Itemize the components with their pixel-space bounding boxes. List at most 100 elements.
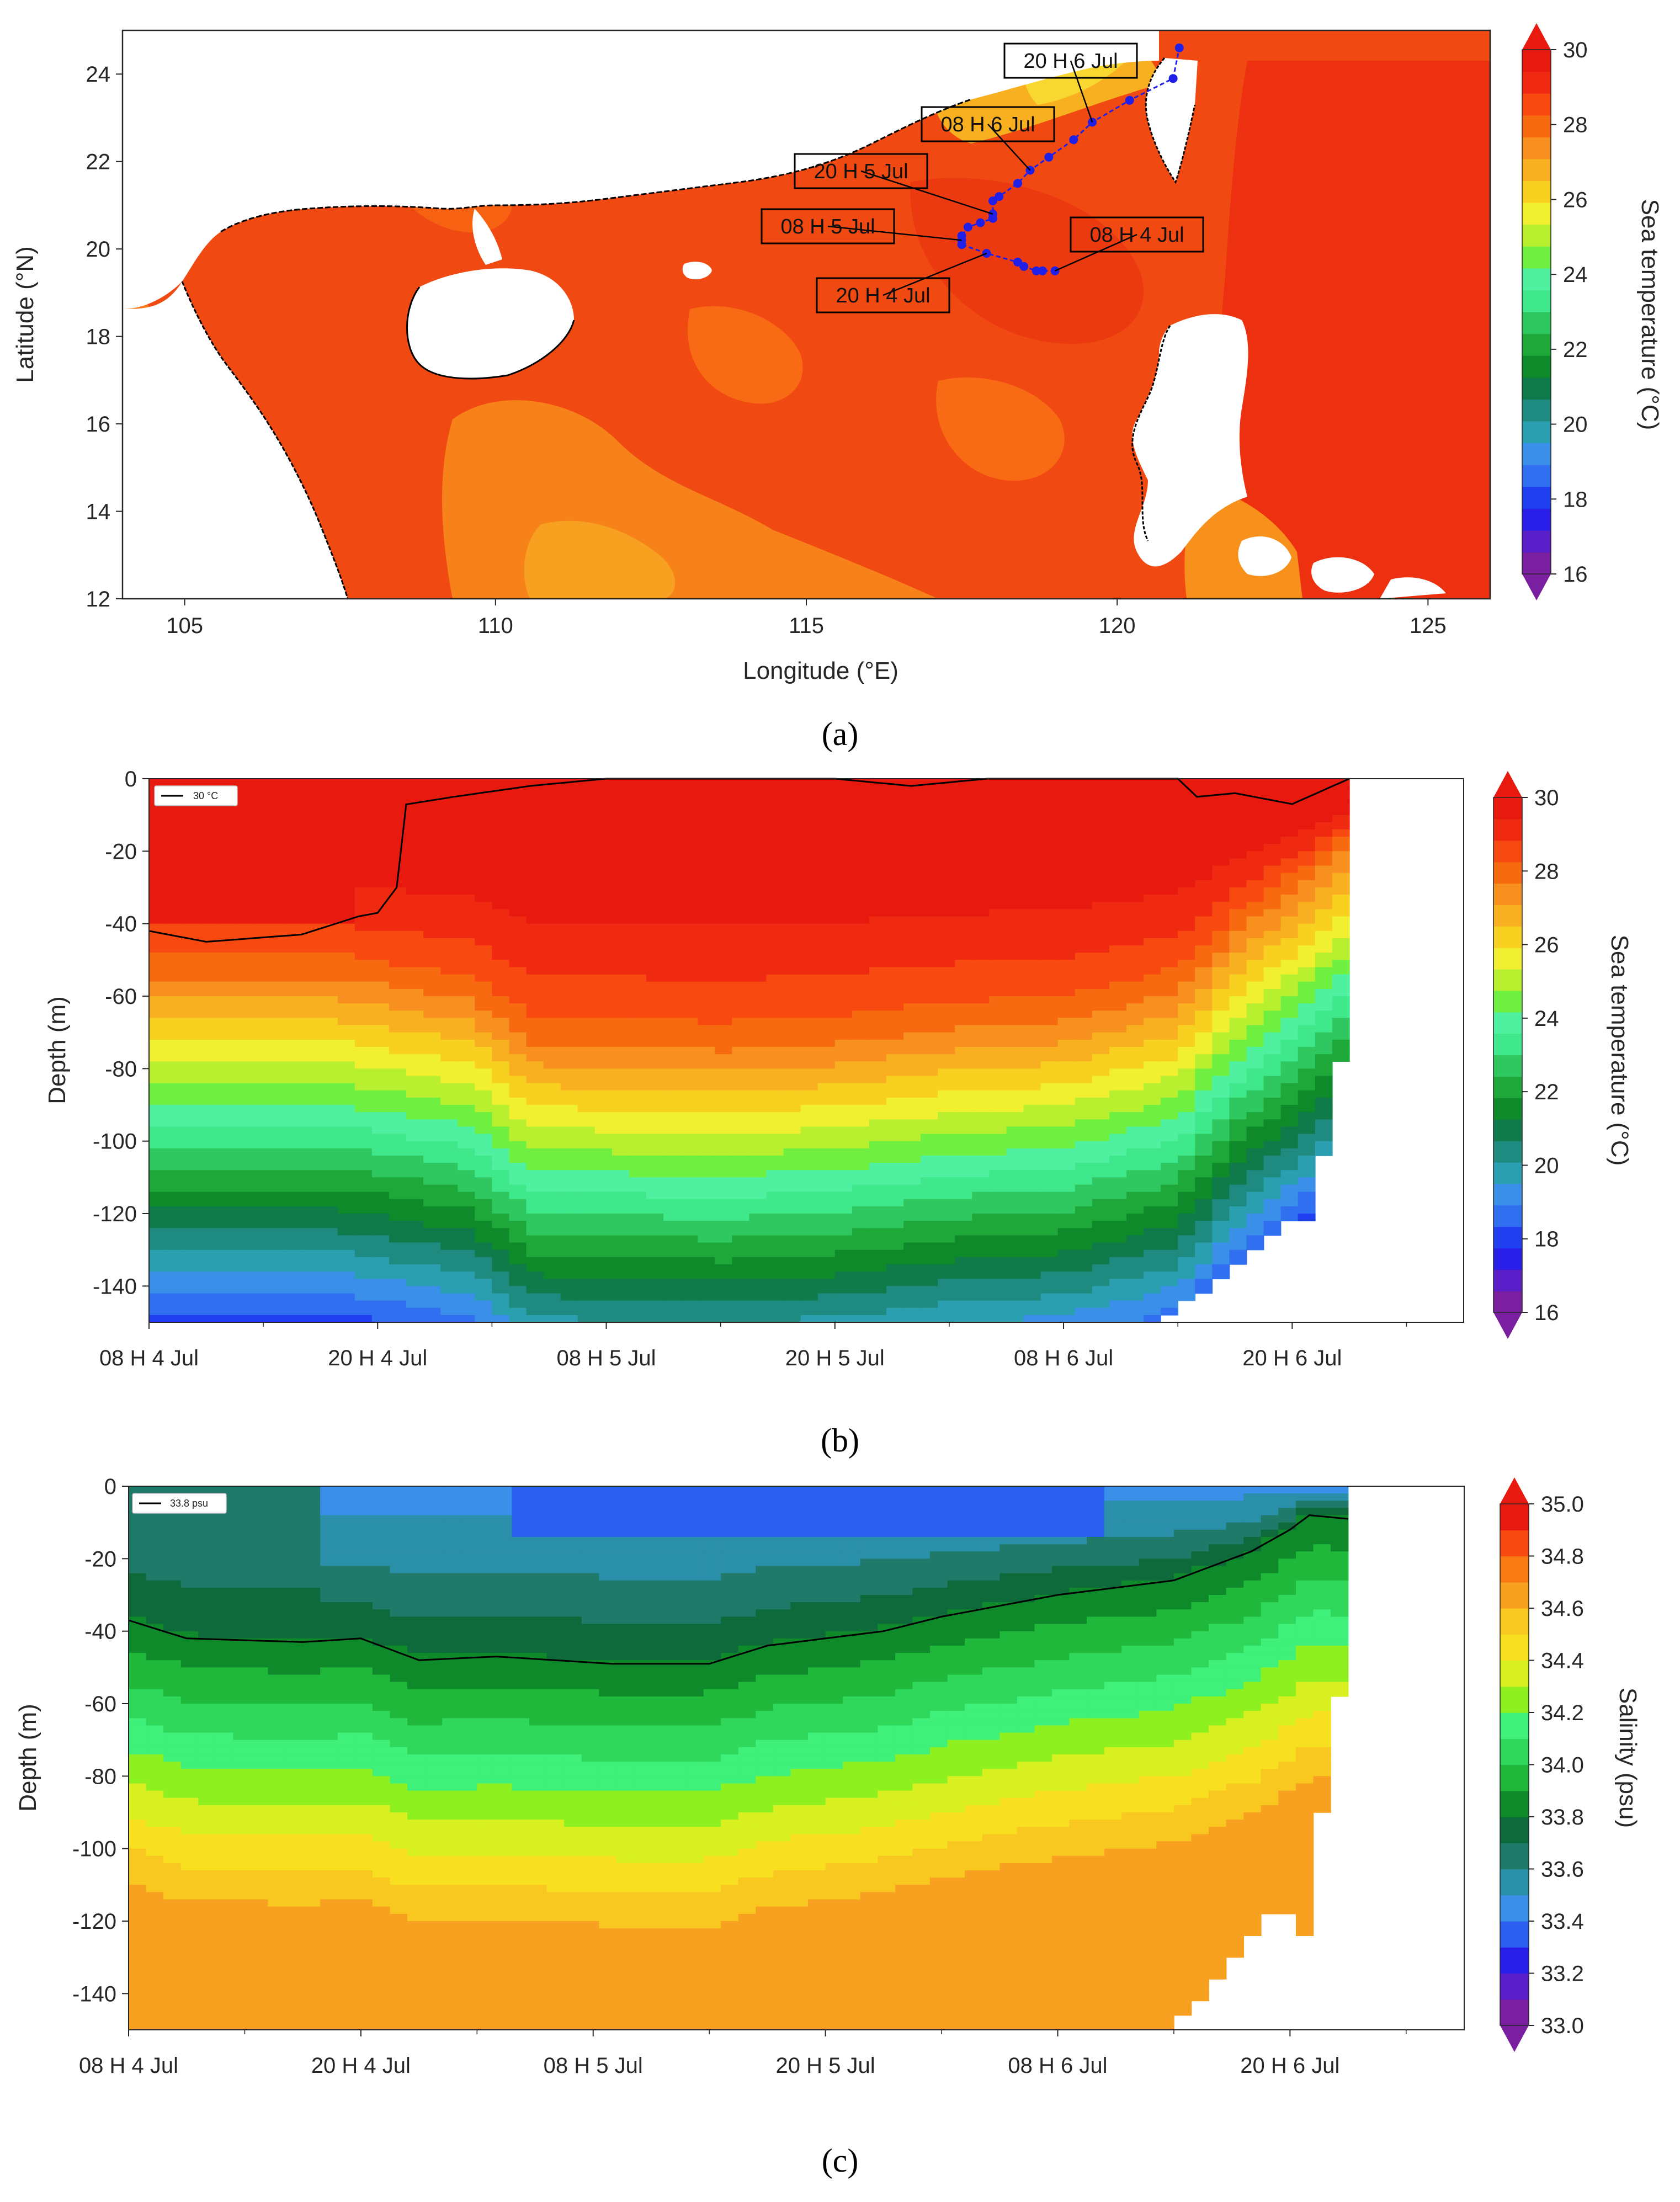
section-cell: [1212, 1272, 1230, 1279]
section-cell: [577, 1279, 596, 1287]
section-cell: [1161, 1264, 1178, 1272]
section-cell: [612, 873, 630, 881]
section-cell: [543, 887, 561, 895]
section-cell: [337, 923, 355, 932]
section-cell: [423, 1054, 441, 1062]
section-cell: [921, 1170, 938, 1178]
section-cell: [1023, 865, 1041, 874]
section-cell: [475, 1076, 493, 1084]
section-cell: [166, 1155, 184, 1163]
section-cell: [458, 1235, 476, 1243]
section-cell: [800, 1315, 818, 1322]
section-cell: [1040, 1112, 1059, 1120]
section-cell: [646, 1076, 664, 1084]
section-cell: [286, 1286, 304, 1294]
section-cell: [1006, 909, 1024, 917]
section-cell: [886, 1177, 904, 1185]
section-cell: [1178, 1105, 1196, 1113]
section-cell: [732, 1097, 750, 1105]
section-cell: [1109, 1279, 1127, 1287]
section-cell: [354, 1272, 373, 1279]
section-cell: [337, 1032, 355, 1040]
section-cell: [200, 1155, 219, 1163]
section-cell: [509, 1264, 527, 1272]
section-cell: [869, 1228, 887, 1236]
section-cell: [200, 1184, 219, 1193]
section-cell: [1195, 1242, 1213, 1251]
section-cell: [680, 1184, 699, 1193]
section-cell: [560, 1307, 578, 1316]
section-cell: [1006, 996, 1024, 1004]
section-cell: [1023, 1184, 1041, 1193]
section-cell: [337, 1286, 355, 1294]
section-cell: [680, 822, 699, 830]
section-cell: [1023, 1105, 1041, 1113]
section-cell: [1109, 1105, 1127, 1113]
section-cell: [594, 1032, 613, 1040]
section-cell: [149, 1315, 167, 1322]
section-cell: [560, 1264, 578, 1272]
section-cell: [594, 1105, 613, 1113]
section-cell: [749, 1155, 767, 1163]
section-cell: [183, 967, 201, 975]
section-cell: [938, 1083, 956, 1091]
section-cell: [200, 1170, 219, 1178]
section-cell: [509, 1097, 527, 1105]
section-cell: [834, 829, 853, 837]
section-cell: [543, 800, 561, 809]
section-cell: [577, 1249, 596, 1258]
section-cell: [989, 1025, 1007, 1033]
section-cell: [1057, 953, 1076, 961]
section-cell: [217, 1214, 236, 1221]
section-cell: [766, 1257, 784, 1265]
section-cell: [1178, 1221, 1196, 1228]
section-cell: [1040, 1068, 1059, 1077]
section-cell: [1057, 1010, 1076, 1019]
section-cell: [732, 837, 750, 844]
section-cell: [1075, 1300, 1093, 1309]
section-cell: [1178, 1286, 1196, 1294]
section-cell: [921, 822, 938, 830]
section-cell: [1109, 807, 1127, 816]
section-cell: [989, 1068, 1007, 1077]
section-cell: [458, 1184, 476, 1193]
section-cell: [1246, 923, 1264, 932]
section-cell: [1178, 1061, 1196, 1070]
section-cell: [680, 1097, 699, 1105]
section-cell: [560, 887, 578, 895]
section-cell: [389, 822, 407, 830]
section-cell: [458, 1119, 476, 1127]
section-cell: [766, 1032, 784, 1040]
section-cell: [526, 1083, 544, 1091]
section-cell: [286, 1003, 304, 1011]
section-cell: [1246, 822, 1264, 830]
section-cell: [903, 1126, 921, 1135]
section-cell: [389, 902, 407, 910]
section-cell: [543, 1126, 561, 1135]
section-cell: [252, 1076, 270, 1084]
section-cell: [1144, 1300, 1161, 1309]
section-cell: [800, 858, 818, 866]
section-cell: [1126, 1293, 1144, 1301]
section-cell: [1161, 844, 1178, 852]
section-cell: [749, 1184, 767, 1193]
section-cell: [1075, 1083, 1093, 1091]
section-cell: [680, 895, 699, 902]
section-cell: [1040, 873, 1059, 881]
section-cell: [749, 844, 767, 852]
section-cell: [166, 1257, 184, 1265]
section-cell: [1161, 1206, 1178, 1214]
section-cell: [354, 1046, 373, 1055]
section-cell: [526, 1010, 544, 1019]
section-cell: [577, 887, 596, 895]
annotation-label: 08 H 5 Jul: [780, 215, 875, 238]
section-cell: [526, 967, 544, 975]
section-cell: [749, 807, 767, 816]
section-cell: [543, 1199, 561, 1207]
section-cell: [543, 1061, 561, 1070]
section-cell: [938, 1286, 956, 1294]
section-cell: [235, 873, 253, 881]
section-cell: [320, 1272, 338, 1279]
section-cell: [594, 815, 613, 823]
section-cell: [921, 974, 938, 982]
